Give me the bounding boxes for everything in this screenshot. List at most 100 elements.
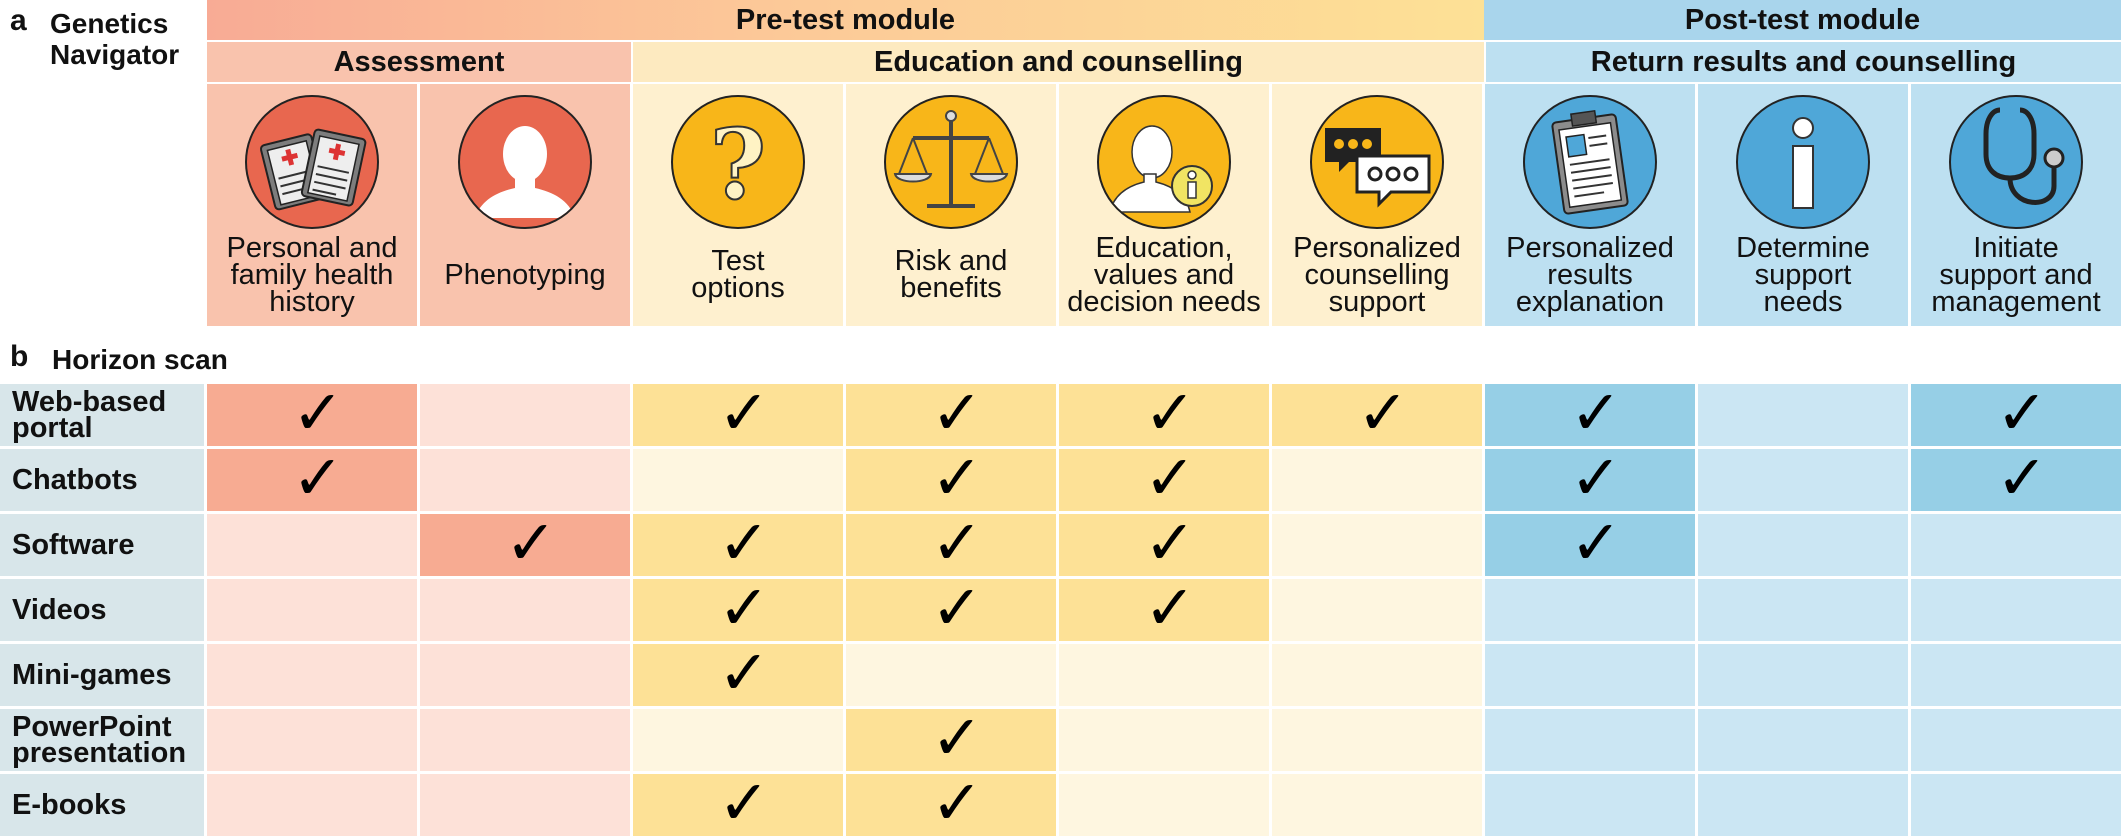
tool-row-label: Chatbots xyxy=(0,449,207,514)
genetics-navigator-title: Genetics Navigator xyxy=(50,8,180,70)
grid-cell-empty xyxy=(420,774,633,839)
grid-cell-empty xyxy=(207,579,420,644)
grid-cell-empty xyxy=(1698,514,1911,579)
checkmark-icon: ✓ xyxy=(931,766,983,839)
step-label: Risk and benefits xyxy=(894,245,1008,304)
grid-cell-empty xyxy=(1911,774,2121,839)
checkmark-icon: ✓ xyxy=(505,506,557,579)
grid-cell-empty xyxy=(1272,579,1485,644)
step-label: Personal and family health history xyxy=(226,231,398,318)
grid-cell-checked: ✓ xyxy=(1059,512,1272,579)
step-column-4: Risk and benefits xyxy=(846,84,1056,326)
person-silhouette-icon xyxy=(458,95,592,229)
checkmark-icon: ✓ xyxy=(718,506,770,579)
tool-row-label: E-books xyxy=(0,774,207,839)
step-column-9: Initiate support and management xyxy=(1911,84,2121,326)
panel-a-letter: a xyxy=(10,4,27,37)
grid-cell-checked: ✓ xyxy=(633,506,846,579)
checkmark-icon: ✓ xyxy=(931,571,983,644)
step-label: Test options xyxy=(691,245,785,304)
grid-cell-checked: ✓ xyxy=(846,766,1059,839)
report-clipboard-icon xyxy=(1523,95,1657,229)
grid-cell-empty xyxy=(1272,774,1485,839)
return-results-label: Return results and counselling xyxy=(1590,45,2017,78)
grid-cell-empty xyxy=(1485,774,1698,839)
panel-b-letter: b xyxy=(10,340,29,373)
grid-cell-empty xyxy=(1059,709,1272,774)
grid-cell-empty xyxy=(1485,709,1698,774)
grid-cell-checked: ✓ xyxy=(207,376,420,449)
grid-cell-empty xyxy=(420,384,633,449)
checkmark-icon: ✓ xyxy=(292,441,344,514)
step-label: Determine support needs xyxy=(1736,231,1870,318)
grid-cell-checked: ✓ xyxy=(1485,512,1698,579)
grid-cell-empty xyxy=(1485,579,1698,644)
grid-cell-empty xyxy=(207,709,420,774)
education-section-header: Education and counselling xyxy=(633,42,1484,82)
checkmark-icon: ✓ xyxy=(718,766,770,839)
question-mark-icon: ? xyxy=(671,95,805,229)
checkmark-icon: ✓ xyxy=(1144,376,1196,449)
grid-cell-empty xyxy=(1272,514,1485,579)
education-label: Education and counselling xyxy=(874,45,1243,78)
pre-test-module-label: Pre-test module xyxy=(735,3,956,36)
grid-cell-checked: ✓ xyxy=(1911,376,2121,449)
checkmark-icon: ✓ xyxy=(292,376,344,449)
checkmark-icon: ✓ xyxy=(1144,441,1196,514)
step-column-5: Education, values and decision needs xyxy=(1059,84,1269,326)
assessment-section-header: Assessment xyxy=(207,42,631,82)
step-label: Personalized counselling support xyxy=(1293,231,1461,318)
clipboard-icon xyxy=(245,95,379,229)
person-info-icon xyxy=(1097,95,1231,229)
checkmark-icon: ✓ xyxy=(931,441,983,514)
grid-cell-checked: ✓ xyxy=(633,636,846,709)
post-test-module-header: Post-test module xyxy=(1484,0,2121,40)
grid-cell-empty xyxy=(1911,579,2121,644)
assessment-label: Assessment xyxy=(333,45,505,78)
grid-cell-empty xyxy=(207,514,420,579)
info-icon xyxy=(1736,95,1870,229)
checkmark-icon: ✓ xyxy=(718,636,770,709)
checkmark-icon: ✓ xyxy=(931,376,983,449)
grid-cell-empty xyxy=(1911,514,2121,579)
grid-cell-empty xyxy=(1059,644,1272,709)
checkmark-icon: ✓ xyxy=(718,571,770,644)
grid-cell-checked: ✓ xyxy=(420,506,633,579)
grid-cell-empty xyxy=(207,644,420,709)
step-column-1: Personal and family health history xyxy=(207,84,417,326)
grid-cell-checked: ✓ xyxy=(633,766,846,839)
grid-cell-empty xyxy=(420,709,633,774)
grid-cell-checked: ✓ xyxy=(1059,577,1272,644)
grid-cell-checked: ✓ xyxy=(846,571,1059,644)
grid-cell-checked: ✓ xyxy=(1059,376,1272,449)
tool-row-label: Videos xyxy=(0,579,207,644)
step-column-6: Personalized counselling support xyxy=(1272,84,1482,326)
post-test-module-label: Post-test module xyxy=(1684,3,1921,36)
step-column-7: Personalized results explanation xyxy=(1485,84,1695,326)
checkmark-icon: ✓ xyxy=(1570,441,1622,514)
tool-row-label: Mini-games xyxy=(0,644,207,709)
checkmark-icon: ✓ xyxy=(1996,441,2048,514)
grid-cell-checked: ✓ xyxy=(846,441,1059,514)
horizon-scan-title: Horizon scan xyxy=(52,344,228,375)
grid-cell-empty xyxy=(420,644,633,709)
grid-cell-checked: ✓ xyxy=(633,571,846,644)
grid-cell-checked: ✓ xyxy=(1485,441,1698,514)
checkmark-icon: ✓ xyxy=(931,701,983,774)
grid-cell-empty xyxy=(1272,449,1485,514)
stethoscope-icon xyxy=(1949,95,2083,229)
grid-cell-empty xyxy=(1272,644,1485,709)
grid-cell-empty xyxy=(1698,449,1911,514)
checkmark-icon: ✓ xyxy=(1996,376,2048,449)
checkmark-icon: ✓ xyxy=(1357,376,1409,449)
grid-cell-checked: ✓ xyxy=(1485,382,1698,449)
step-label: Phenotyping xyxy=(444,258,606,291)
grid-cell-empty xyxy=(1698,774,1911,839)
grid-cell-empty xyxy=(1698,579,1911,644)
grid-cell-checked: ✓ xyxy=(846,701,1059,774)
step-column-2: Phenotyping xyxy=(420,84,630,326)
grid-cell-empty xyxy=(1698,709,1911,774)
step-column-3: ? Test options xyxy=(633,84,843,326)
scales-icon xyxy=(884,95,1018,229)
grid-cell-empty xyxy=(420,449,633,514)
